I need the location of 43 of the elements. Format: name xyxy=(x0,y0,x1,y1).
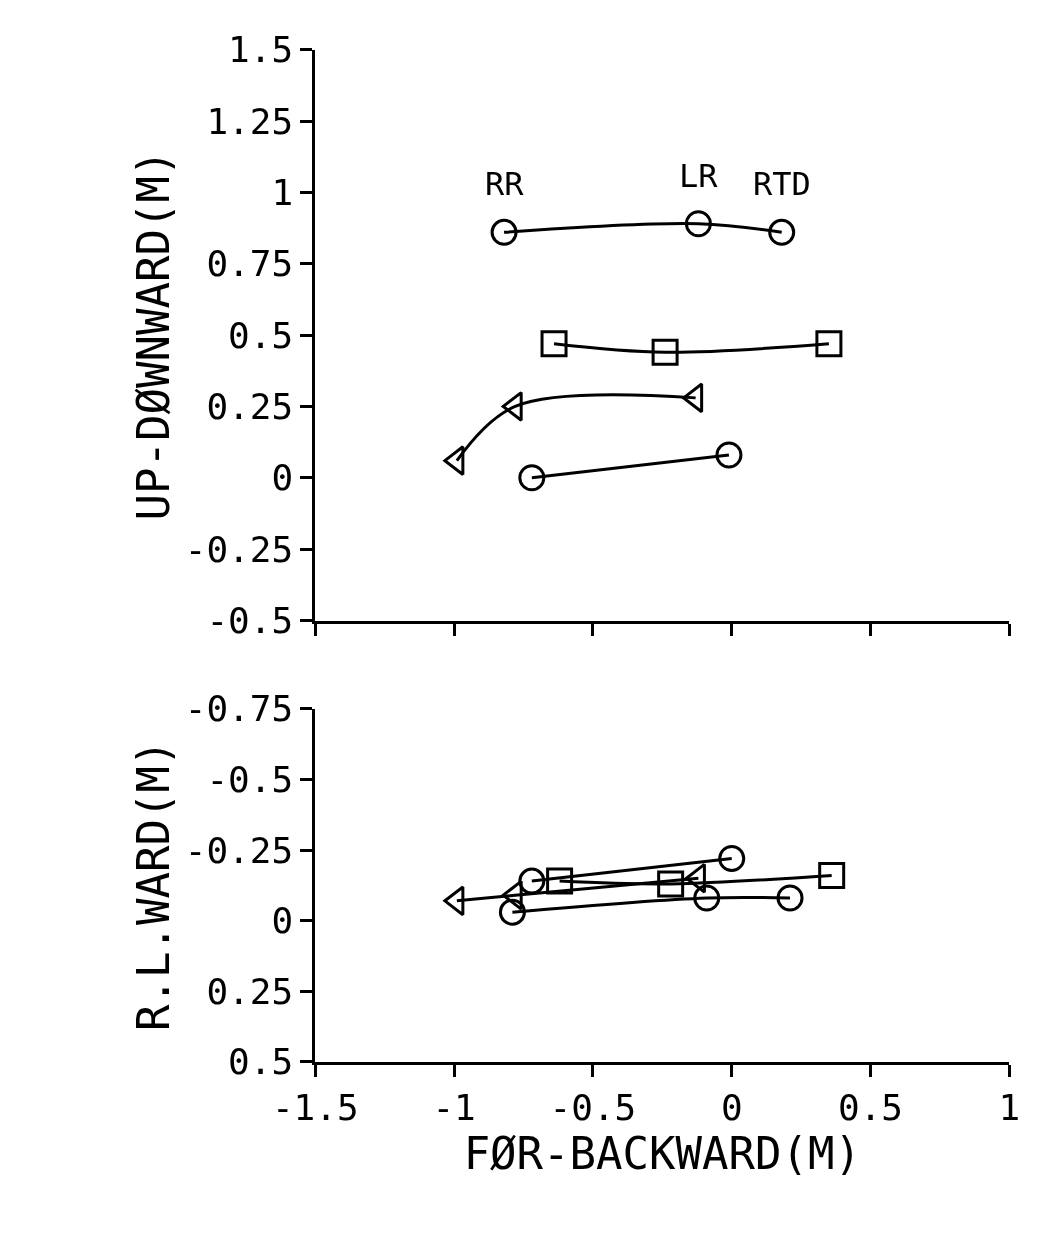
x-tick-label: -1 xyxy=(432,1087,476,1129)
y-tick-label: 0.5 xyxy=(228,314,294,356)
x-tick-label: -0.5 xyxy=(549,1087,637,1129)
y-axis-title: R.L.WARD(M) xyxy=(127,739,179,1032)
y-tick-label: -0.25 xyxy=(184,829,294,871)
x-tick-label: 1 xyxy=(998,1087,1021,1129)
y-tick-label: 0.25 xyxy=(206,970,294,1012)
y-tick-label: 0.25 xyxy=(206,386,294,428)
point xyxy=(651,338,679,366)
annotation: RTD xyxy=(753,165,811,203)
point xyxy=(498,898,526,926)
y-tick-label: 0.5 xyxy=(228,1041,294,1083)
y-tick-label: 1.5 xyxy=(228,29,294,71)
point xyxy=(518,464,546,492)
point xyxy=(776,884,804,912)
point xyxy=(693,884,721,912)
point xyxy=(718,844,746,872)
point xyxy=(518,867,546,895)
y-axis-title: UP-DØWNWARD(M) xyxy=(127,149,179,521)
point xyxy=(815,330,843,358)
y-tick-label: 1.25 xyxy=(206,100,294,142)
y-tick-label: -0.5 xyxy=(206,600,294,642)
point xyxy=(684,210,712,238)
point xyxy=(768,218,796,246)
x-tick-label: -1.5 xyxy=(271,1087,359,1129)
point xyxy=(715,441,743,469)
point xyxy=(546,867,574,895)
point xyxy=(657,870,685,898)
x-tick-label: 0.5 xyxy=(838,1087,904,1129)
point xyxy=(818,861,846,889)
x-axis-title: FØR-BACKWARD(M) xyxy=(463,1128,861,1180)
y-tick-label: 1 xyxy=(271,171,294,213)
y-tick-label: -0.5 xyxy=(206,758,294,800)
x-tick-label: 0 xyxy=(720,1087,743,1129)
point xyxy=(490,218,518,246)
y-tick-label: 0 xyxy=(271,457,294,499)
annotation: LR xyxy=(679,157,719,195)
y-tick-label: -0.25 xyxy=(184,528,294,570)
annotation: RR xyxy=(485,165,525,203)
y-tick-label: -0.75 xyxy=(184,688,294,730)
point xyxy=(540,330,568,358)
y-tick-label: 0.75 xyxy=(206,243,294,285)
y-tick-label: 0 xyxy=(271,900,294,942)
